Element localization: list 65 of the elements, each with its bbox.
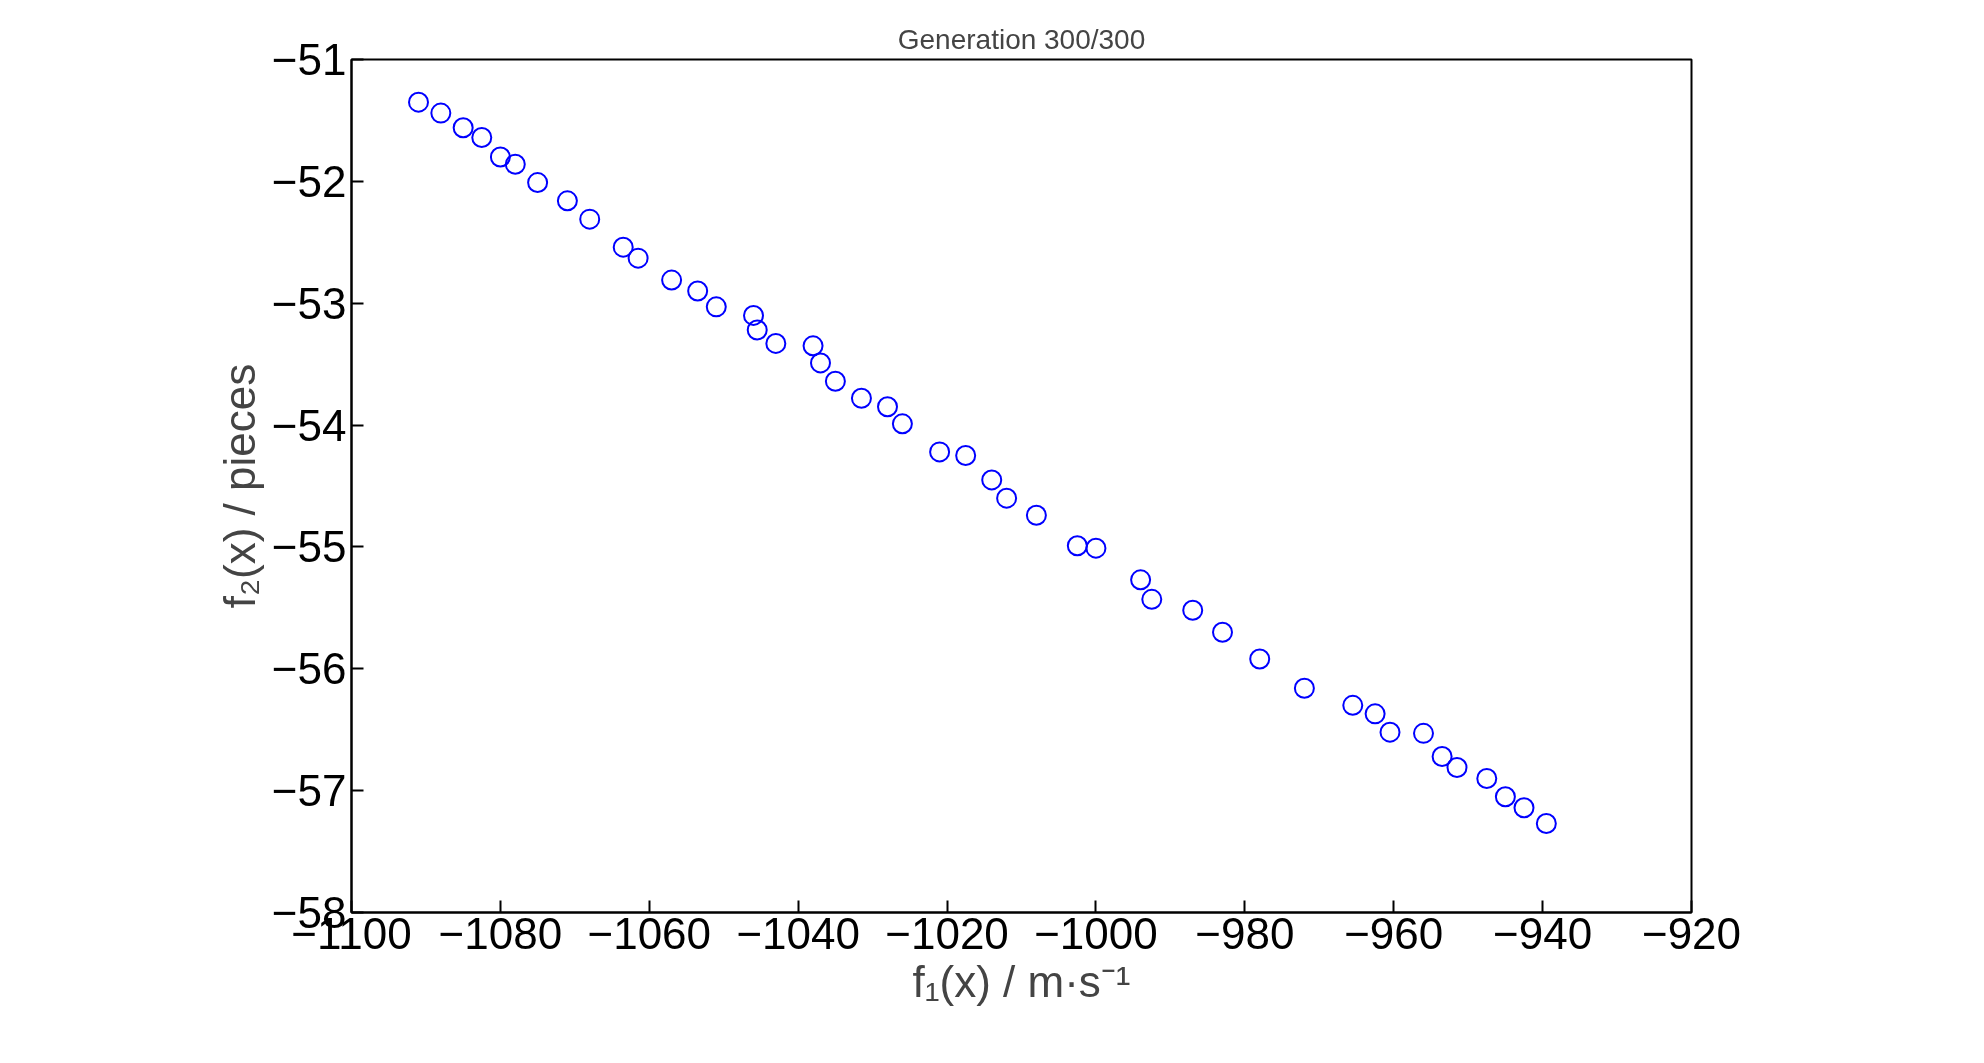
point: [746, 319, 768, 341]
y-tick-label: −54: [271, 400, 347, 450]
point: [1413, 722, 1434, 744]
x-tick-label: −1000: [1034, 908, 1158, 958]
y-tick-label: −55: [271, 522, 347, 572]
x-tick-label: −1080: [438, 908, 563, 958]
point: [579, 208, 601, 230]
point: [810, 352, 831, 374]
point: [489, 146, 511, 168]
point: [1379, 721, 1401, 743]
y-axis-title: f₂(x) / pieces: [214, 363, 264, 609]
point: [996, 487, 1018, 509]
point: [981, 469, 1003, 491]
point: [612, 236, 634, 258]
point: [1342, 694, 1364, 716]
point: [891, 413, 913, 435]
point: [1293, 677, 1315, 699]
point: [824, 370, 846, 392]
y-tick-label: −57: [271, 766, 347, 816]
y-tick-label: −56: [271, 644, 347, 694]
point: [1364, 703, 1386, 725]
point: [556, 190, 578, 212]
x-tick-label: −1040: [736, 908, 860, 958]
x-axis-title: f₁(x) / m·s⁻¹: [912, 956, 1131, 1006]
point: [687, 280, 709, 302]
point: [1431, 746, 1453, 767]
point: [1182, 599, 1204, 621]
y-tick-label: −53: [271, 278, 347, 328]
chart-title: Generation 300/300: [897, 23, 1146, 55]
point: [627, 247, 649, 269]
point: [452, 117, 474, 139]
x-tick-label: −1060: [587, 908, 712, 958]
point: [955, 445, 977, 467]
point: [1446, 757, 1468, 778]
point: [1085, 537, 1107, 559]
x-tick-label: −1020: [885, 908, 1009, 958]
point: [765, 332, 787, 354]
point: [850, 387, 872, 409]
point: [929, 441, 951, 463]
point: [430, 102, 452, 124]
point: [1476, 767, 1498, 789]
x-tick-label: −960: [1344, 908, 1444, 958]
y-tick-label: −52: [271, 156, 347, 206]
point: [743, 304, 764, 326]
point: [527, 172, 549, 194]
point: [1535, 813, 1557, 835]
point: [1025, 504, 1047, 526]
point: [471, 127, 493, 148]
point: [1130, 569, 1152, 591]
point: [877, 396, 898, 418]
point: [802, 335, 824, 357]
point: [1513, 797, 1535, 819]
x-tick-label: −940: [1493, 908, 1593, 958]
point: [705, 296, 727, 318]
x-tick-label: −920: [1641, 908, 1742, 958]
point: [1212, 621, 1233, 643]
point: [1249, 648, 1271, 670]
x-tick-label: −980: [1195, 908, 1295, 958]
y-tick-label: −51: [271, 35, 347, 84]
point: [1066, 535, 1088, 557]
point: [504, 153, 526, 175]
point: [1141, 588, 1163, 610]
point: [1494, 786, 1516, 808]
point: [661, 269, 683, 291]
point: [408, 91, 429, 113]
